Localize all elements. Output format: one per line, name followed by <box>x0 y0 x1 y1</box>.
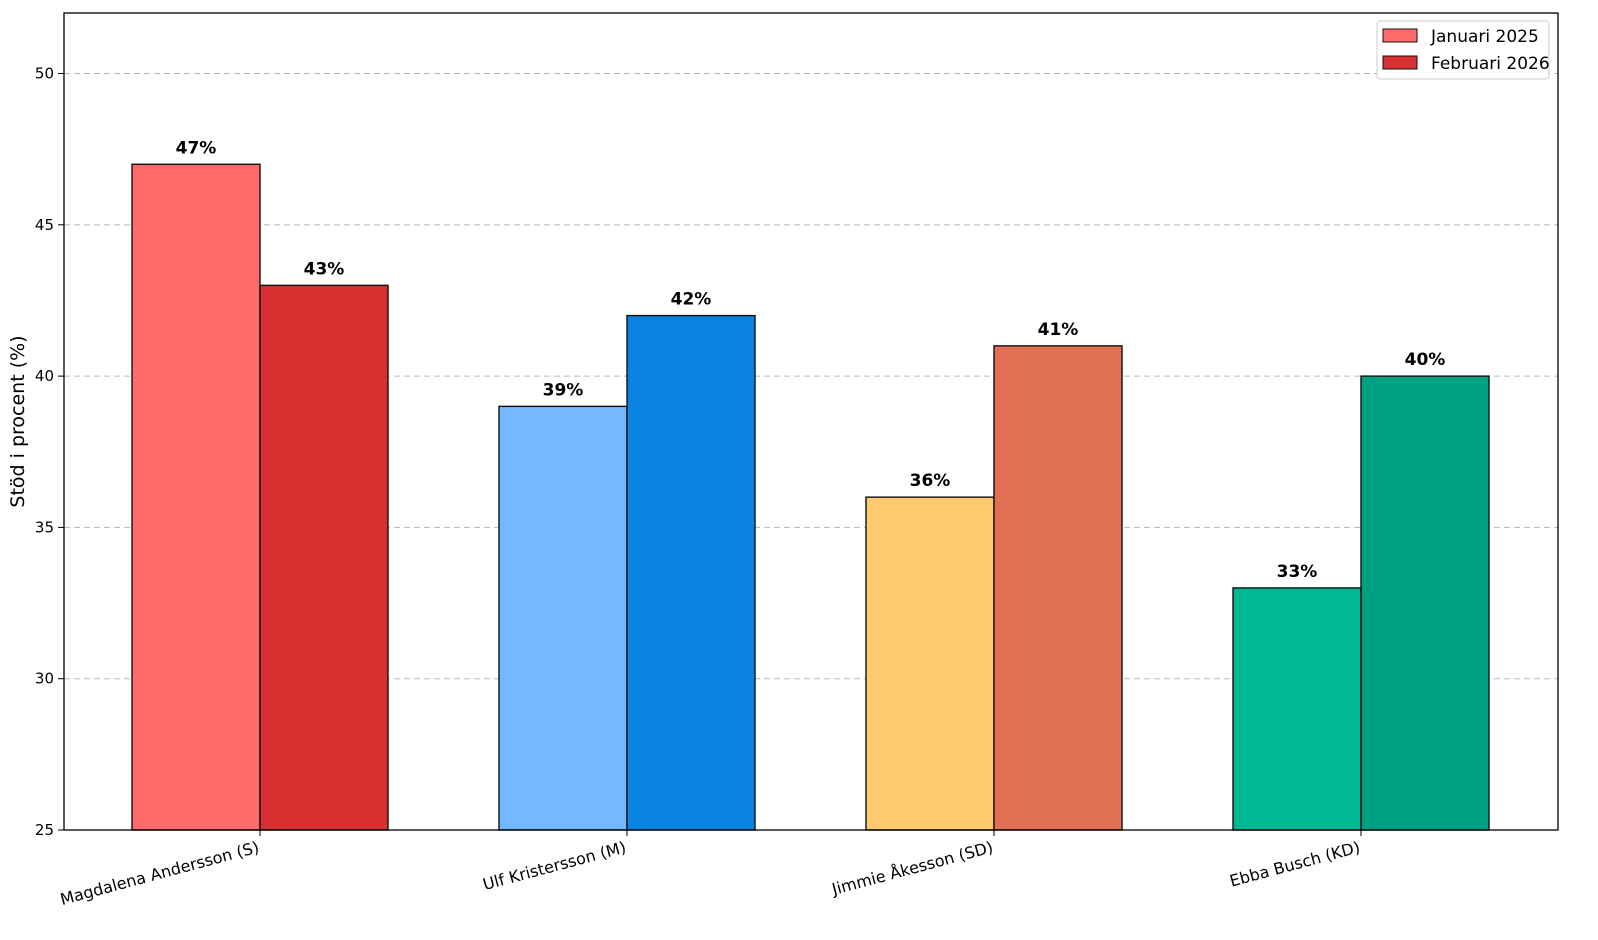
x-tick-label: Ebba Busch (KD) <box>1228 838 1362 891</box>
x-tick-label: Jimmie Åkesson (SD) <box>829 838 995 900</box>
x-axis-ticks: Magdalena Andersson (S) Ulf Kristersson (… <box>58 830 1362 909</box>
plot-frame <box>63 12 1559 831</box>
bar-value-label: 43% <box>304 259 345 279</box>
bar-value-label: 47% <box>176 138 217 158</box>
bar-value-label: 42% <box>671 290 712 310</box>
bar <box>865 496 995 831</box>
bar-value-label: 41% <box>1038 320 1079 340</box>
bar <box>1232 587 1362 831</box>
bar-value-label: 40% <box>1405 350 1446 370</box>
bar <box>1360 375 1490 831</box>
bar <box>259 284 389 831</box>
y-tick-label: 45 <box>35 216 54 234</box>
legend-label: Februari 2026 <box>1431 54 1550 74</box>
legend-swatch <box>1382 55 1418 70</box>
y-tick-label: 50 <box>35 65 54 83</box>
y-axis-ticks: 25 30 35 40 45 50 <box>35 65 64 839</box>
bar <box>993 345 1123 831</box>
y-tick-label: 40 <box>35 367 54 385</box>
legend-box <box>1376 20 1550 80</box>
bars <box>131 163 1490 831</box>
x-tick-label: Ulf Kristersson (M) <box>481 838 628 895</box>
bar <box>498 405 628 831</box>
bar-value-label: 33% <box>1277 562 1318 582</box>
legend-label: Januari 2025 <box>1430 27 1539 47</box>
legend: Januari 2025 Februari 2026 <box>1376 20 1550 80</box>
x-tick-label: Magdalena Andersson (S) <box>58 838 261 909</box>
y-axis-label: Stöd i procent (%) <box>7 335 29 507</box>
y-tick-label: 25 <box>35 821 54 839</box>
bar-value-label: 39% <box>543 380 584 400</box>
bar-value-label: 36% <box>910 471 951 491</box>
bar <box>131 163 261 831</box>
bar <box>626 314 756 831</box>
y-tick-label: 35 <box>35 518 54 536</box>
legend-swatch <box>1382 28 1418 43</box>
data-labels: 47% 43% 39% 42% 36% 41% 33% 40% <box>176 138 1446 582</box>
y-tick-label: 30 <box>35 670 54 688</box>
